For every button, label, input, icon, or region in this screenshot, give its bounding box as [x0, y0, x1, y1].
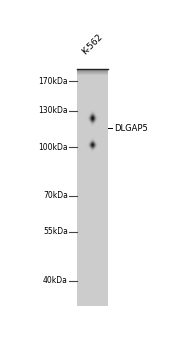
- Text: 40kDa: 40kDa: [43, 276, 68, 285]
- Text: K-562: K-562: [80, 33, 104, 57]
- Text: 55kDa: 55kDa: [43, 228, 68, 237]
- Text: 130kDa: 130kDa: [38, 106, 68, 115]
- Text: DLGAP5: DLGAP5: [114, 124, 148, 133]
- Text: 70kDa: 70kDa: [43, 191, 68, 200]
- Text: 100kDa: 100kDa: [38, 142, 68, 152]
- Text: 170kDa: 170kDa: [38, 77, 68, 86]
